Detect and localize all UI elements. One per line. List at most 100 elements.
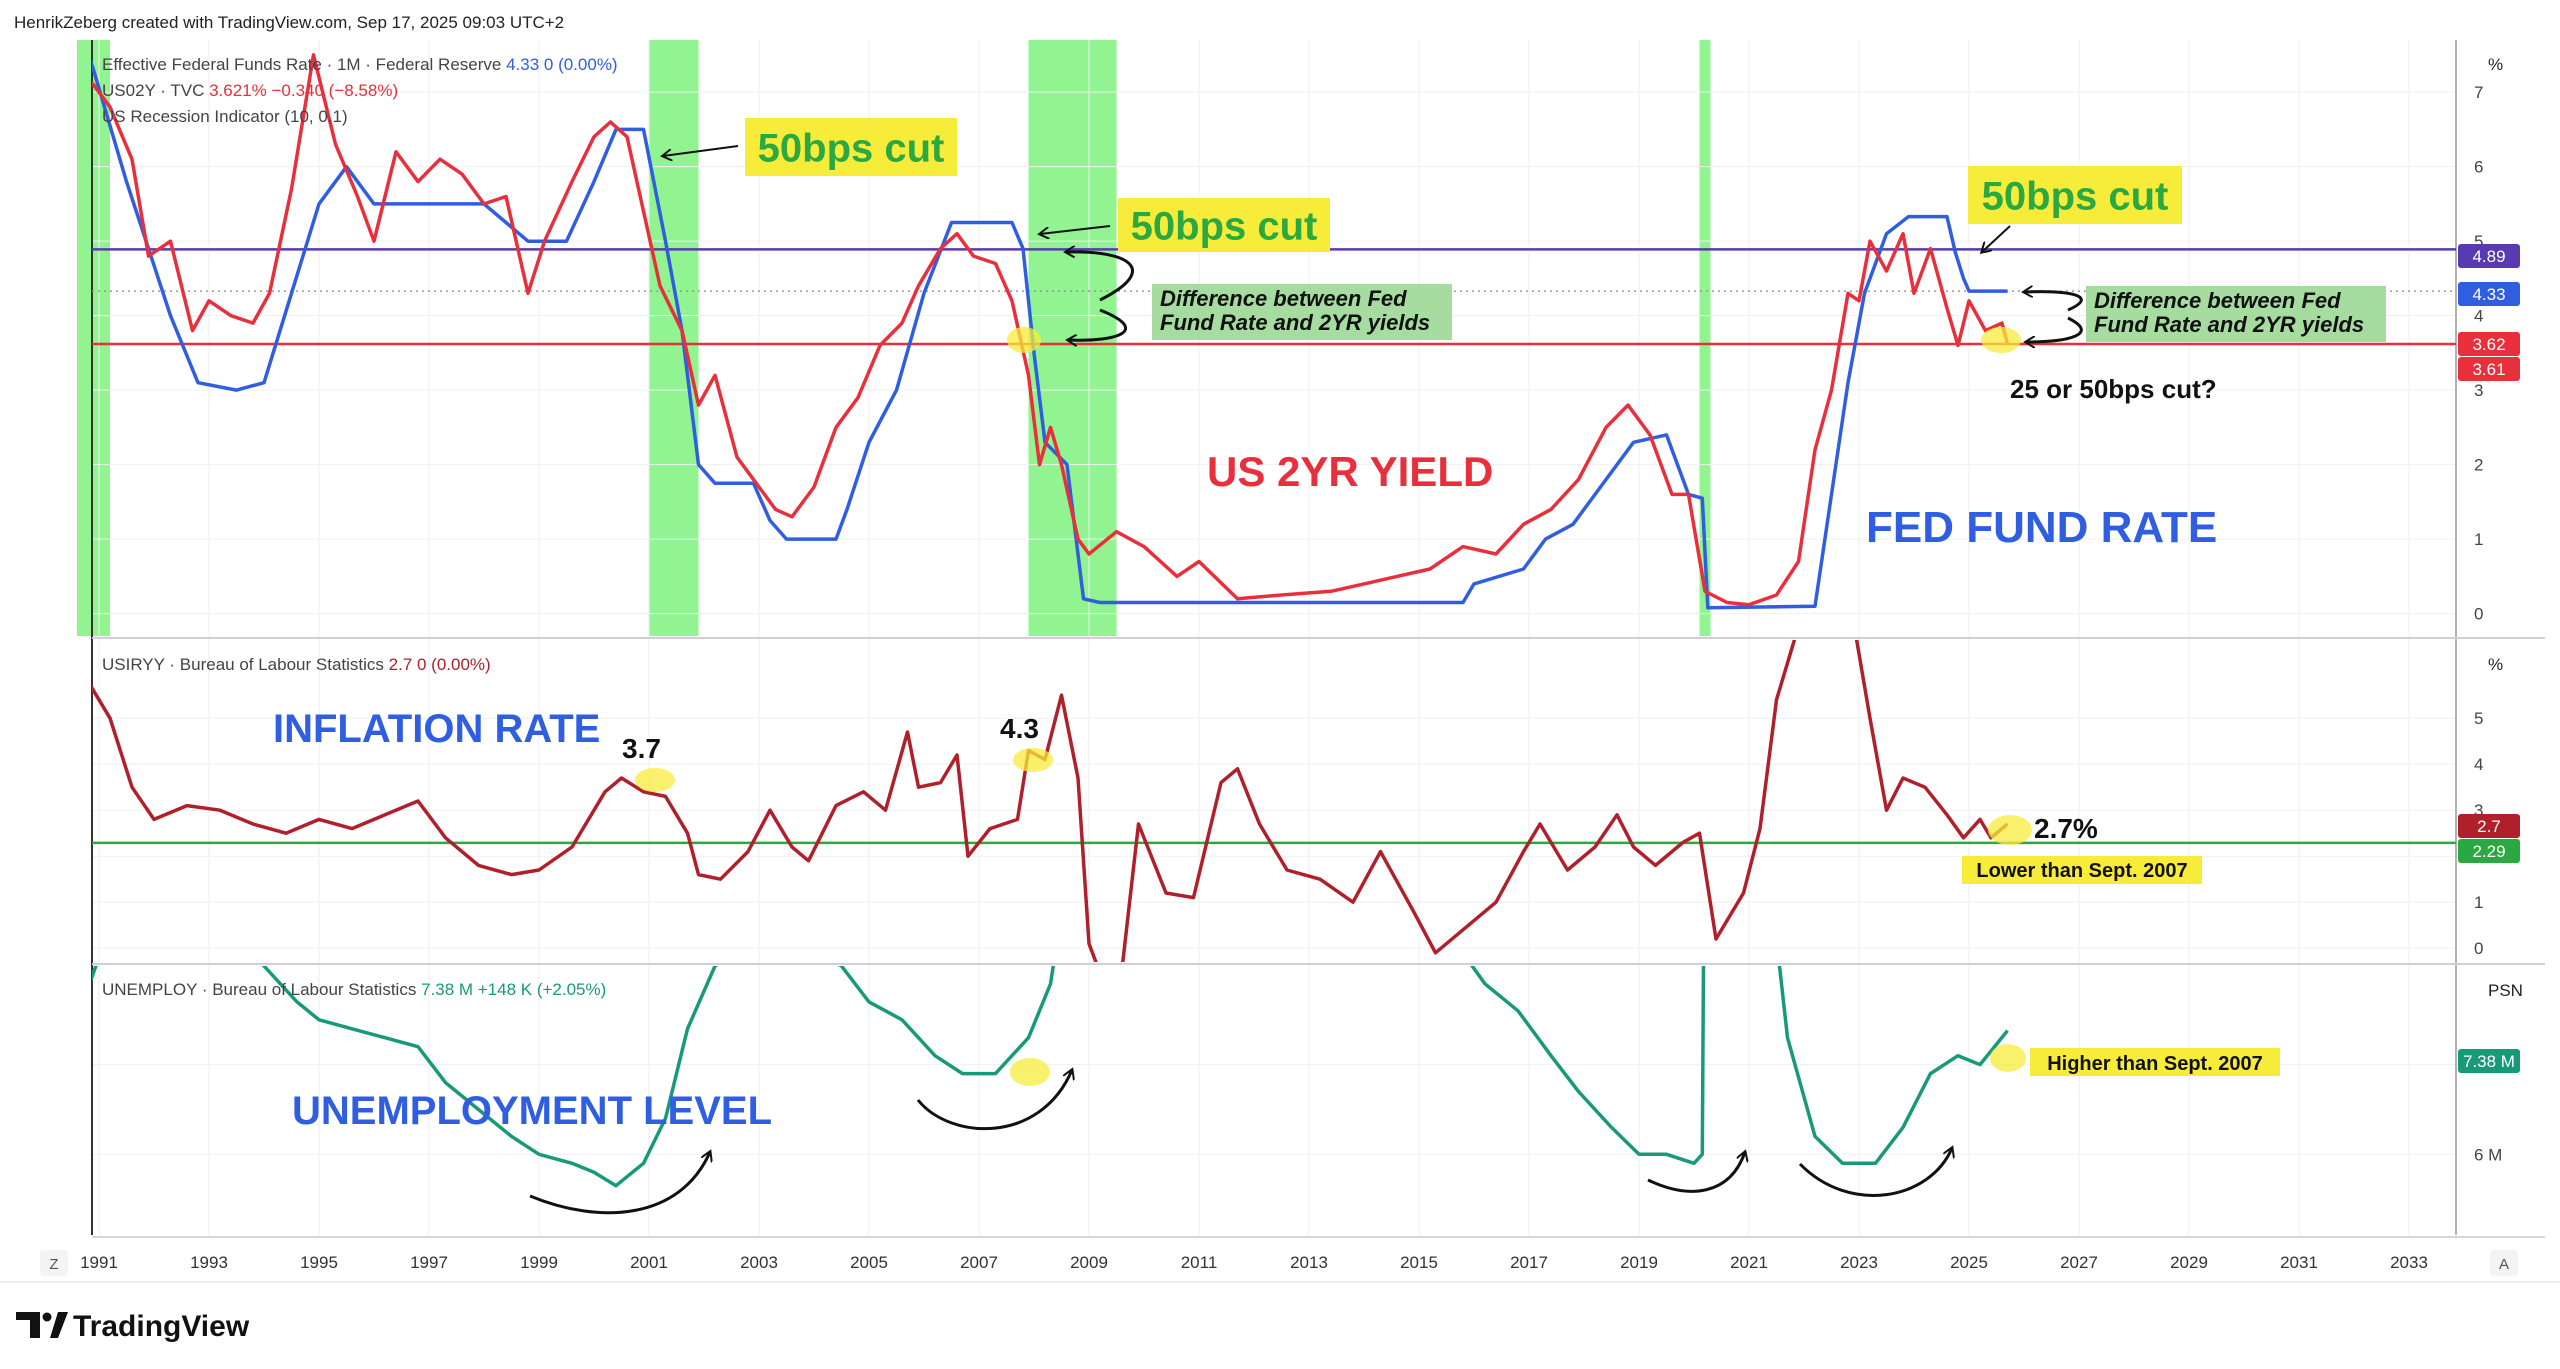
- legend-inflation: USIRYY · Bureau of Labour Statistics 2.7…: [102, 655, 491, 674]
- y-tick-label: 5: [2474, 709, 2483, 728]
- y-tick-label: 1: [2474, 893, 2483, 912]
- recession-band: [1699, 40, 1711, 636]
- x-tick-label: 2029: [2170, 1253, 2208, 1272]
- difference-note-2007-line: Fund Rate and 2YR yields: [1160, 310, 1430, 335]
- price-label-text: 4.33: [2472, 285, 2505, 304]
- price-label-text: 3.61: [2472, 360, 2505, 379]
- diff-2025-arrow-lower: [2026, 316, 2083, 342]
- y-tick-label: 4: [2474, 307, 2483, 326]
- lower-than-box: [1962, 856, 2202, 884]
- cut-2007-label-box: [1118, 198, 1330, 252]
- diff-2007-arrow-upper: [1066, 252, 1134, 302]
- x-tick-label: 2025: [1950, 1253, 1988, 1272]
- cut-2001-label-box: [745, 118, 957, 176]
- highlight-marker: [635, 768, 675, 792]
- x-tick-label: 1999: [520, 1253, 558, 1272]
- x-tick-label: 1993: [190, 1253, 228, 1272]
- pane-unit-label: %: [2488, 655, 2503, 674]
- y-tick-label: 6 M: [2474, 1145, 2502, 1164]
- x-tick-label: 2031: [2280, 1253, 2318, 1272]
- price-labels: 4.89 4.33 3.62 3.61 2.7 2.29 7.38 M: [2458, 244, 2520, 1073]
- price-label: [2458, 244, 2520, 268]
- x-tick-label: 2007: [960, 1253, 998, 1272]
- cut-2001-arrow: [663, 145, 739, 156]
- y-tick-label: 7: [2474, 83, 2483, 102]
- tradingview-logo-icon: [16, 1312, 40, 1338]
- highlight-markers: [635, 327, 2032, 1086]
- pane-unit-label: %: [2488, 55, 2503, 74]
- y-tick-label: 0: [2474, 939, 2483, 958]
- y-tick-label: 6: [2474, 158, 2483, 177]
- x-tick-label: 2009: [1070, 1253, 1108, 1272]
- us2yr-title: US 2YR YIELD: [1207, 448, 1493, 495]
- y-tick-label: 5: [2474, 232, 2483, 251]
- x-tick-label: 2017: [1510, 1253, 1548, 1272]
- series-lines: [92, 53, 2010, 1188]
- pane-frames: [0, 40, 2560, 1283]
- unemployment-title: UNEMPLOYMENT LEVEL: [292, 1089, 772, 1133]
- highlight-marker: [1010, 1058, 1050, 1086]
- unemployment-arrow-2007: [916, 1070, 1072, 1131]
- pane-unit-label: PSN: [2488, 981, 2523, 1000]
- recession-band: [649, 40, 699, 636]
- x-tick-label: 1997: [410, 1253, 448, 1272]
- price-label-text: 4.89: [2472, 247, 2505, 266]
- x-tick-label: 2019: [1620, 1253, 1658, 1272]
- price-label-text: 2.29: [2472, 842, 2505, 861]
- tradingview-logo: TradingView: [16, 1310, 250, 1343]
- y-tick-label: 2: [2474, 456, 2483, 475]
- tradingview-logo-dot: [42, 1312, 52, 1322]
- diff-2007-arrow-lower: [1068, 308, 1127, 340]
- fedfund-title: FED FUND RATE: [1866, 503, 2217, 552]
- price-label: [2458, 357, 2520, 381]
- x-tick-label: 1991: [80, 1253, 118, 1272]
- unemployment-arrow-2019: [1647, 1152, 1745, 1193]
- price-label-text: 7.38 M: [2463, 1052, 2515, 1071]
- y-tick-label: 3: [2474, 801, 2483, 820]
- price-label-text: 2.7: [2477, 817, 2501, 836]
- x-tick-label: 2001: [630, 1253, 668, 1272]
- x-tick-label: 2003: [740, 1253, 778, 1272]
- auto-scale-button[interactable]: [2490, 1250, 2518, 1276]
- price-label: [2458, 839, 2520, 863]
- highlight-marker: [1007, 327, 1041, 353]
- zoom-button[interactable]: [40, 1250, 68, 1276]
- price-label: [2458, 282, 2520, 306]
- tradingview-wordmark: TradingView: [73, 1310, 250, 1343]
- diff-2025-arrow-upper: [2024, 292, 2083, 312]
- x-tick-label: 2023: [1840, 1253, 1878, 1272]
- higher-than-box: [2030, 1048, 2280, 1076]
- x-tick-label: 2015: [1400, 1253, 1438, 1272]
- legend-unemployment: UNEMPLOY · Bureau of Labour Statistics 7…: [102, 980, 606, 999]
- y-tick-label: 3: [2474, 381, 2483, 400]
- highlight-marker: [1981, 327, 2021, 353]
- x-tick-label: 2027: [2060, 1253, 2098, 1272]
- cut-2024-arrow: [1982, 225, 2011, 252]
- legend-entry: US02Y · TVC 3.621% −0.340 (−8.58%): [102, 81, 398, 100]
- x-tick-label: 2005: [850, 1253, 888, 1272]
- auto-scale-button-label: A: [2499, 1256, 2509, 1273]
- current-inflation-label: 2.7%: [2034, 813, 2098, 844]
- highlight-marker: [1988, 815, 2032, 845]
- unemployment-arrow-2000: [529, 1152, 710, 1215]
- y-tick-label: 1: [2474, 530, 2483, 549]
- highlight-marker: [1013, 748, 1053, 772]
- higher-than-label: Higher than Sept. 2007: [2047, 1053, 2263, 1075]
- zoom-button-label: Z: [49, 1256, 58, 1273]
- series-line: [92, 53, 2010, 607]
- x-tick-label: 2013: [1290, 1253, 1328, 1272]
- recession-band: [77, 40, 110, 636]
- legend-entry: Effective Federal Funds Rate · 1M · Fede…: [102, 55, 618, 74]
- cut-2001-label: 50bps cut: [758, 126, 945, 170]
- cut-2007-arrow: [1040, 225, 1111, 234]
- price-label-text: 3.62: [2472, 335, 2505, 354]
- series-line: [92, 59, 2008, 610]
- x-tick-label: 2021: [1730, 1253, 1768, 1272]
- peak-2007-label: 4.3: [1000, 713, 1039, 744]
- series-line: [92, 640, 2009, 962]
- difference-note-2025-box: [2086, 286, 2386, 342]
- price-label: [2458, 814, 2520, 838]
- lower-than-label: Lower than Sept. 2007: [1976, 860, 2187, 882]
